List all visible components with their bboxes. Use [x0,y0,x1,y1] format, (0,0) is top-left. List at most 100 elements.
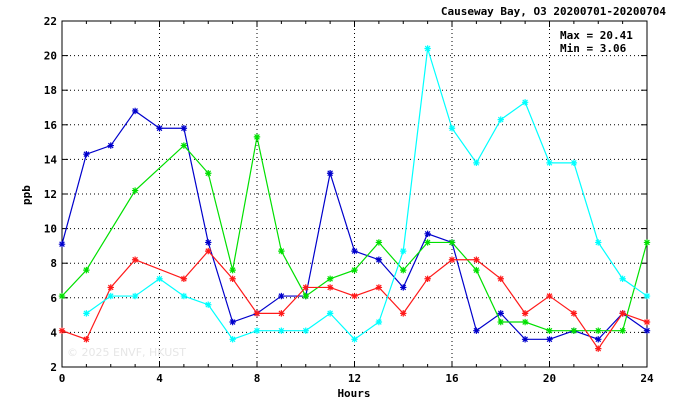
data-point [83,310,90,317]
data-point [643,318,651,326]
data-point [546,292,553,300]
data-point [253,327,261,334]
data-point [595,336,602,343]
data-point [107,284,114,291]
data-point [400,310,407,317]
y-tick-label: 14 [44,153,58,166]
series-3 [58,247,651,352]
data-point [546,327,553,334]
x-tick-label: 12 [348,372,361,385]
data-point [229,318,236,326]
data-point [229,275,236,282]
data-point [424,45,431,52]
data-point [497,318,504,326]
data-point [180,125,188,132]
data-point [229,336,236,343]
y-tick-label: 8 [50,257,57,270]
x-tick-label: 20 [543,372,556,385]
data-point [131,187,139,194]
y-tick-label: 4 [50,326,57,339]
data-point [521,336,529,343]
series-line [86,48,648,341]
data-point [131,107,139,115]
data-point [205,170,212,177]
data-point [156,275,163,282]
data-point [83,336,90,343]
data-point [595,345,602,352]
max-stat: Max = 20.41 [560,29,633,42]
data-point [58,327,66,334]
data-point [326,310,334,317]
data-point [253,133,261,141]
data-point [278,327,285,334]
data-point [497,310,504,317]
data-point [107,142,114,149]
data-point [375,284,383,291]
chart-title: Causeway Bay, O3 20200701-20200704 [441,5,667,18]
data-point [473,327,480,334]
data-point [131,292,139,300]
data-point [473,159,480,167]
data-point [619,327,626,334]
data-point [351,266,358,274]
min-stat: Min = 3.06 [560,42,627,55]
data-point [497,275,504,282]
data-point [205,301,212,308]
data-point [302,292,309,300]
data-point [619,310,626,317]
data-point [302,284,309,291]
data-point [278,292,285,300]
data-point [83,266,90,274]
data-point [156,125,163,132]
y-tick-label: 12 [44,188,57,201]
data-point [619,275,626,282]
data-point [351,336,358,343]
data-point [58,292,66,300]
data-point [424,239,431,246]
data-point [595,327,602,334]
data-point [107,292,114,300]
data-point [180,142,188,149]
series-2 [58,133,651,334]
x-tick-label: 4 [156,372,163,385]
series [58,45,651,352]
data-point [375,256,383,263]
data-point [643,239,651,246]
data-point [131,256,139,263]
data-point [521,318,529,326]
y-tick-label: 16 [44,119,58,132]
data-point [400,247,407,255]
data-point [205,239,212,246]
data-point [643,327,651,334]
data-point [400,266,407,274]
grid [62,21,647,367]
data-point [400,284,407,291]
data-point [205,247,212,255]
data-point [570,327,578,334]
data-point [58,240,66,248]
watermark: © 2025 ENVF, HKUST [67,346,186,359]
x-tick-label: 16 [445,372,459,385]
data-point [448,239,456,246]
data-point [180,275,188,282]
data-point [424,275,431,282]
data-point [375,318,383,326]
data-point [351,292,358,300]
data-point [448,256,456,263]
data-point [326,284,334,291]
data-point [570,310,578,317]
y-tick-label: 20 [44,50,57,63]
y-tick-label: 22 [44,15,57,28]
data-point [448,125,456,132]
data-point [643,292,651,300]
data-point [521,99,529,106]
data-point [253,310,261,317]
data-point [351,247,358,255]
x-tick-label: 8 [254,372,261,385]
x-tick-label: 0 [59,372,66,385]
y-tick-label: 6 [50,292,57,305]
data-point [326,170,334,177]
data-point [83,151,90,158]
